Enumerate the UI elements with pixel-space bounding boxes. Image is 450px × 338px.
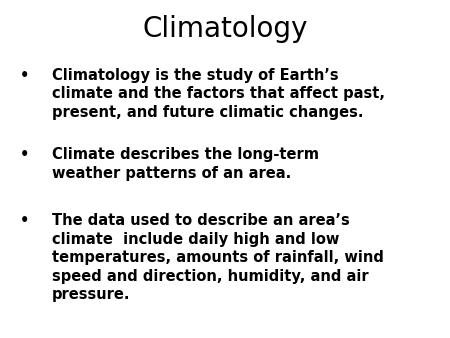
Text: •: • bbox=[20, 147, 30, 162]
Text: The data used to describe an area’s
climate  include daily high and low
temperat: The data used to describe an area’s clim… bbox=[52, 213, 383, 302]
Text: Climatology is the study of Earth’s
climate and the factors that affect past,
pr: Climatology is the study of Earth’s clim… bbox=[52, 68, 385, 120]
Text: Climate describes the long-term
weather patterns of an area.: Climate describes the long-term weather … bbox=[52, 147, 319, 180]
Text: Climatology: Climatology bbox=[142, 15, 308, 43]
Text: •: • bbox=[20, 213, 30, 228]
Text: •: • bbox=[20, 68, 30, 82]
